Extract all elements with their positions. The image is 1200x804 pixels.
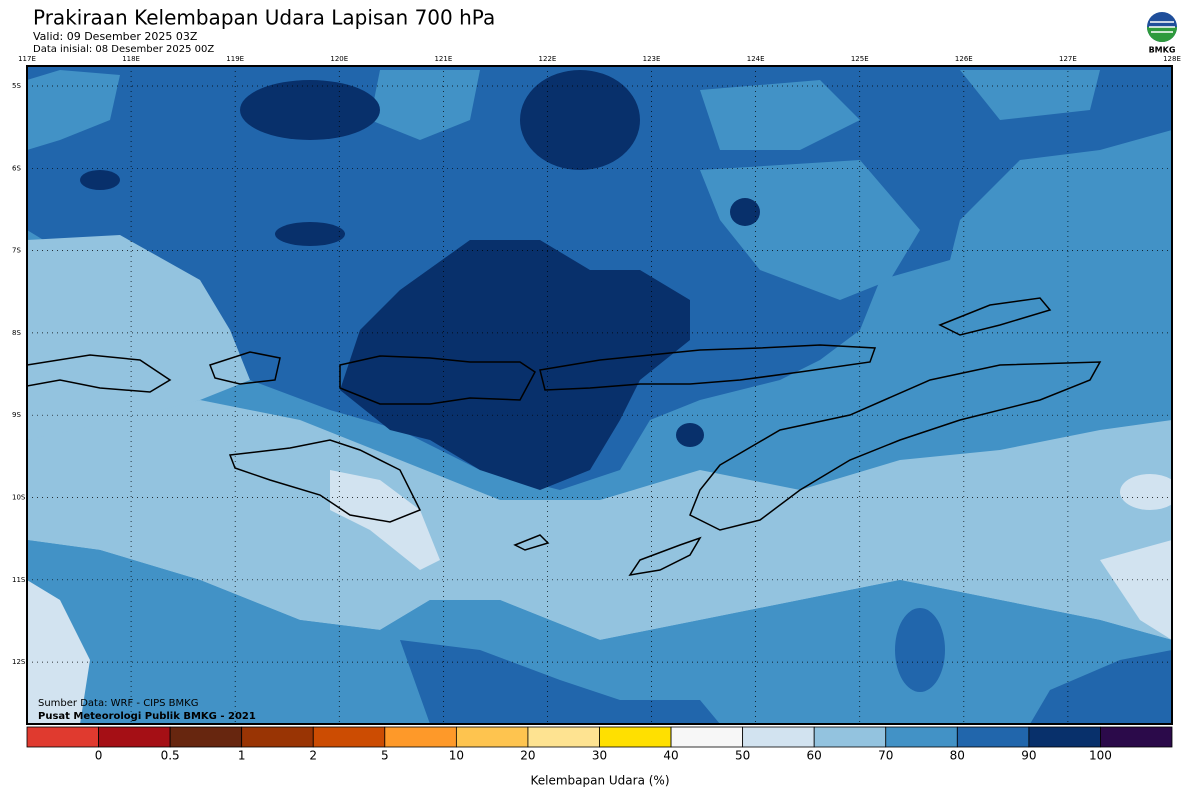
colorbar-swatch [1100, 726, 1173, 748]
colorbar-tick-label: 10 [449, 749, 464, 763]
lat-label: 7S [12, 247, 21, 255]
lat-label: 12S [12, 658, 26, 666]
colorbar-swatch [956, 726, 1030, 748]
colorbar-tick-label: 100 [1089, 749, 1112, 763]
lon-label: 123E [643, 55, 661, 63]
colorbar-tick-label: 60 [807, 749, 822, 763]
lat-label: 10S [12, 494, 26, 502]
lat-label: 11S [12, 576, 26, 584]
lon-label: 119E [226, 55, 244, 63]
colorbar-tick-label: 20 [520, 749, 535, 763]
colorbar-swatch [384, 726, 457, 748]
colorbar-tick-label: 50 [735, 749, 750, 763]
colorbar-tick-label: 30 [592, 749, 607, 763]
valid-time: Valid: 09 Desember 2025 03Z [33, 30, 198, 43]
lon-label: 118E [122, 55, 140, 63]
lon-label: 117E [18, 55, 36, 63]
colorbar-tick-label: 80 [950, 749, 965, 763]
logo-text: BMKG [1149, 46, 1176, 55]
humidity-field [27, 66, 1172, 724]
colorbar-swatch [98, 726, 171, 748]
colorbar-label: Kelembapan Udara (%) [530, 774, 669, 788]
lon-label: 122E [539, 55, 557, 63]
logo: BMKG [1147, 12, 1177, 55]
colorbar-swatch [885, 726, 958, 748]
lat-label: 8S [12, 329, 21, 337]
lon-label: 126E [955, 55, 973, 63]
colorbar-swatch [169, 726, 243, 748]
colorbar-swatch [1028, 726, 1101, 748]
coastline [27, 297, 1102, 577]
colorbar-tick-label: 0.5 [161, 749, 180, 763]
lon-label: 121E [434, 55, 452, 63]
colorbar-tick-label: 5 [381, 749, 389, 763]
colorbar-tick-label: 70 [878, 749, 893, 763]
lon-label: 125E [851, 55, 869, 63]
colorbar-tick-label: 1 [238, 749, 246, 763]
lon-label: 120E [330, 55, 348, 63]
colorbar-swatch [241, 726, 314, 748]
colorbar-swatch [742, 726, 815, 748]
colorbar-tick-label: 40 [663, 749, 678, 763]
lat-label: 5S [12, 82, 21, 90]
lat-label: 9S [12, 411, 21, 419]
lat-label: 6S [12, 164, 21, 172]
colorbar-swatch [599, 726, 672, 748]
credit-text: Pusat Meteorologi Publik BMKG - 2021 [38, 711, 256, 722]
colorbar-tick-label: 2 [309, 749, 317, 763]
map-frame [26, 65, 1173, 725]
lon-label: 127E [1059, 55, 1077, 63]
colorbar-swatch [527, 726, 600, 748]
colorbar-swatch [813, 726, 887, 748]
colorbar-swatch [26, 726, 99, 748]
lon-label: 124E [747, 55, 765, 63]
initial-time: Data inisial: 08 Desember 2025 00Z [33, 44, 214, 55]
graticule [27, 66, 1172, 724]
colorbar-swatch [670, 726, 744, 748]
lon-label: 128E [1163, 55, 1181, 63]
colorbar-swatch [455, 726, 529, 748]
title: Prakiraan Kelembapan Udara Lapisan 700 h… [33, 6, 495, 30]
colorbar-tick-label: 90 [1021, 749, 1036, 763]
colorbar-swatch [312, 726, 386, 748]
source-text: Sumber Data: WRF - CIPS BMKG [38, 698, 198, 709]
colorbar-tick-label: 0 [95, 749, 103, 763]
